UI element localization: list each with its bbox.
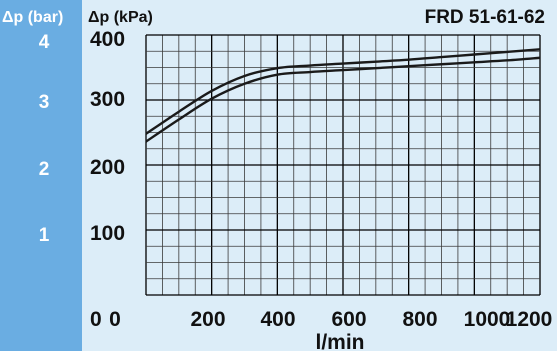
x-tick-label: 1000 [464,308,511,331]
x-tick-label: 400 [260,308,295,331]
x-tick-label: 800 [402,308,437,331]
x-tick-label: 0 [109,308,121,331]
y-tick-label-kpa: 100 [90,222,125,245]
x-tick-label: 200 [190,308,225,331]
y-tick-label-kpa: 0 [90,308,102,331]
x-tick-label: 600 [331,308,366,331]
y-tick-label-bar: 3 [39,92,50,113]
y-tick-label-kpa: 300 [90,88,125,111]
y-tick-label-kpa: 200 [90,156,125,179]
labels: Δp (bar) Δp (kPa) FRD 51-61-62 l/min [2,7,545,351]
x-tick-label: 1200 [506,308,553,331]
y-axis-label-kpa: Δp (kPa) [88,9,153,26]
x-axis-label: l/min [315,331,364,351]
y-axis-label-bar: Δp (bar) [2,9,63,26]
y-tick-label-bar: 2 [39,159,50,180]
plot-area [82,0,557,351]
curves [145,48,541,143]
bar-scale-band [0,0,82,351]
chart-title: FRD 51-61-62 [425,7,545,28]
series-line-2 [145,56,541,143]
y-tick-label-bar: 1 [39,225,50,246]
series-line-1 [145,48,541,135]
grid [145,34,541,296]
y-tick-label-bar: 4 [39,32,50,53]
y-tick-label-kpa: 400 [90,28,125,51]
